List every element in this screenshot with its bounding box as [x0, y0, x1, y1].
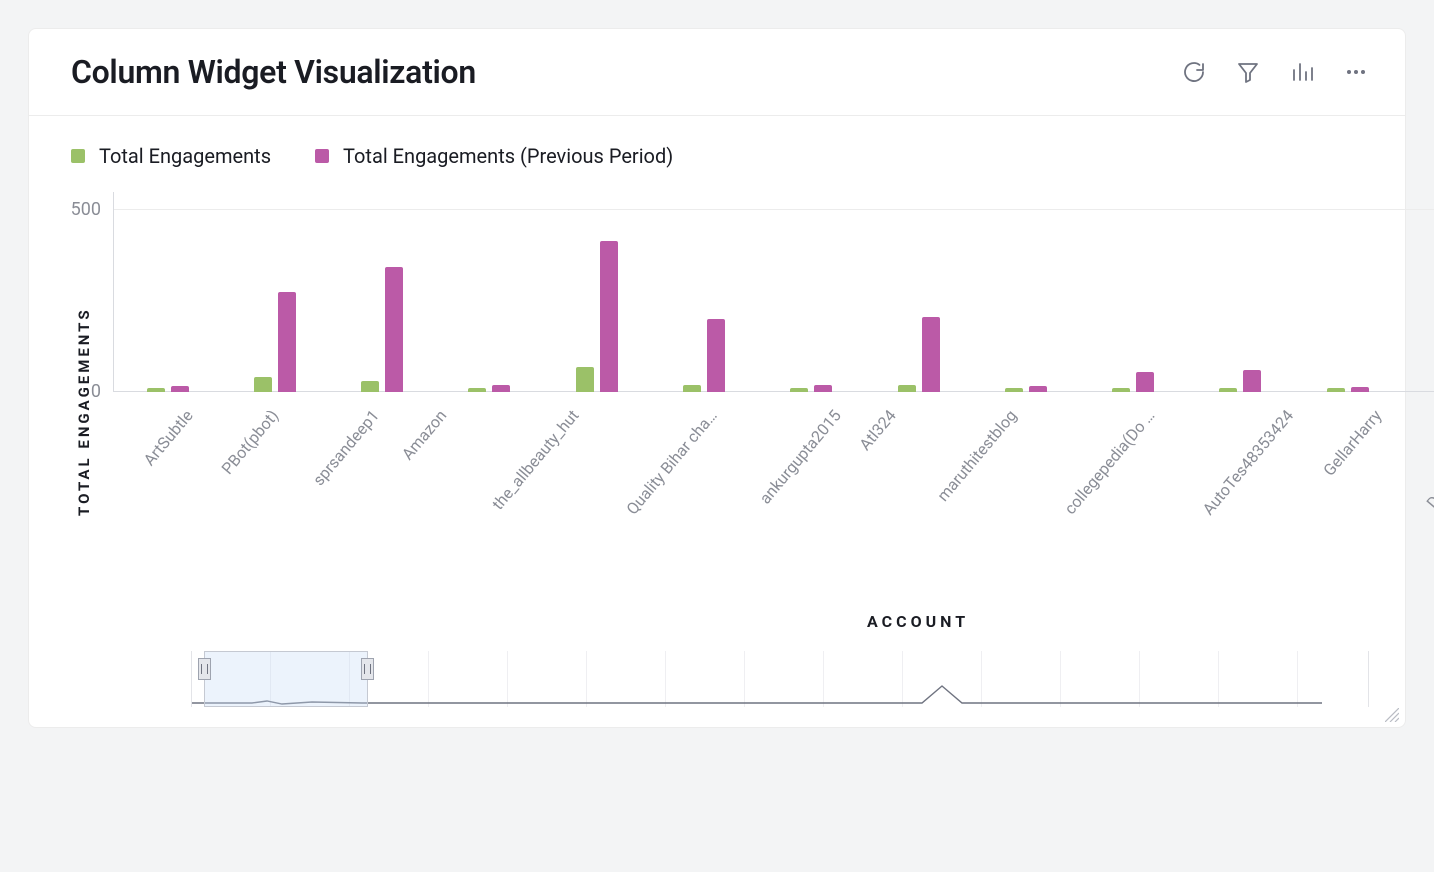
- refresh-icon: [1182, 60, 1206, 84]
- x-tick-label: DO_NOT_USE_T…: [1423, 400, 1434, 512]
- x-axis-labels: ArtSubtlePBot(pbot)sprsandeep1Amazonthe_…: [113, 400, 1434, 419]
- bar-previous[interactable]: [1243, 370, 1261, 392]
- bar-group: [329, 192, 436, 392]
- legend-item[interactable]: Total Engagements: [71, 144, 271, 168]
- bar-group: [1187, 192, 1294, 392]
- legend-item[interactable]: Total Engagements (Previous Period): [315, 144, 673, 168]
- x-tick-label: collegepedia(Do …: [1060, 400, 1163, 518]
- range-navigator[interactable]: [191, 651, 1369, 707]
- chart: TOTAL ENGAGEMENTS 5000 ArtSubtlePBot(pbo…: [71, 192, 1369, 631]
- widget-card: Column Widget Visualization Total Engage…: [28, 28, 1406, 728]
- card-title: Column Widget Visualization: [71, 53, 476, 91]
- y-tick-label: 500: [71, 199, 101, 220]
- bar-current[interactable]: [254, 377, 272, 392]
- x-tick-label: Amazon: [398, 400, 456, 464]
- bar-group: [543, 192, 650, 392]
- bar-group: [650, 192, 757, 392]
- navigator-handle-left[interactable]: [198, 658, 211, 680]
- resize-handle[interactable]: [1385, 707, 1399, 721]
- x-tick-label: maruthitestblog: [933, 400, 1025, 505]
- bar-group: [1294, 192, 1401, 392]
- navigator-handle-right[interactable]: [361, 658, 374, 680]
- bar-group: [865, 192, 972, 392]
- bar-current[interactable]: [576, 367, 594, 392]
- bar-group: [1401, 192, 1434, 392]
- bar-previous[interactable]: [707, 319, 725, 392]
- x-axis-title: ACCOUNT: [113, 612, 1434, 631]
- bar-group: [221, 192, 328, 392]
- legend-swatch: [71, 149, 85, 163]
- navigator-window[interactable]: [204, 651, 369, 707]
- x-tick-label: PBot(pbot): [218, 400, 288, 478]
- more-icon: [1344, 60, 1368, 84]
- chart-type-button[interactable]: [1289, 59, 1315, 85]
- bar-current[interactable]: [683, 385, 701, 392]
- card-body: Total Engagements Total Engagements (Prev…: [29, 116, 1405, 727]
- card-header: Column Widget Visualization: [29, 29, 1405, 116]
- x-tick-label: ArtSubtle: [140, 400, 202, 469]
- x-tick-label: ankurgupta2015: [756, 400, 851, 508]
- bar-previous[interactable]: [385, 267, 403, 392]
- toolbar: [1181, 59, 1369, 85]
- refresh-button[interactable]: [1181, 59, 1207, 85]
- legend-swatch: [315, 149, 329, 163]
- y-axis-title: TOTAL ENGAGEMENTS: [71, 192, 93, 631]
- legend-label: Total Engagements (Previous Period): [343, 144, 673, 168]
- y-tick-label: 0: [91, 381, 101, 402]
- bar-group: [972, 192, 1079, 392]
- bar-group: [758, 192, 865, 392]
- x-tick-label: sprsandeep1: [309, 400, 388, 489]
- x-tick-label: Atl324: [855, 400, 905, 454]
- bars-row: [114, 192, 1434, 392]
- x-tick-label: the_allbeauty_hut: [488, 400, 587, 513]
- bar-previous[interactable]: [1136, 372, 1154, 392]
- bar-group: [114, 192, 221, 392]
- legend-label: Total Engagements: [99, 144, 271, 168]
- filter-button[interactable]: [1235, 59, 1261, 85]
- y-axis-ticks: 5000: [93, 192, 113, 392]
- filter-icon: [1236, 60, 1260, 84]
- bar-previous[interactable]: [278, 292, 296, 392]
- more-button[interactable]: [1343, 59, 1369, 85]
- legend: Total Engagements Total Engagements (Prev…: [71, 136, 1369, 192]
- bar-current[interactable]: [361, 381, 379, 392]
- bar-previous[interactable]: [922, 317, 940, 392]
- x-axis-zone: ArtSubtle PBot(pbot) sprsandeep1Amazon the_…: [113, 392, 1434, 602]
- x-tick-label: Quality Bihar cha…: [622, 400, 726, 518]
- resize-icon: [1385, 708, 1399, 722]
- gridline: [114, 209, 1434, 210]
- bar-group: [1080, 192, 1187, 392]
- x-tick-label: GellarHarry: [1319, 400, 1390, 480]
- x-tick-label: AutoTes48353424: [1199, 400, 1303, 519]
- bar-group: [436, 192, 543, 392]
- bar-previous[interactable]: [600, 241, 618, 392]
- plot-area: [113, 192, 1434, 392]
- bar-current[interactable]: [898, 385, 916, 392]
- bar-chart-icon: [1290, 60, 1314, 84]
